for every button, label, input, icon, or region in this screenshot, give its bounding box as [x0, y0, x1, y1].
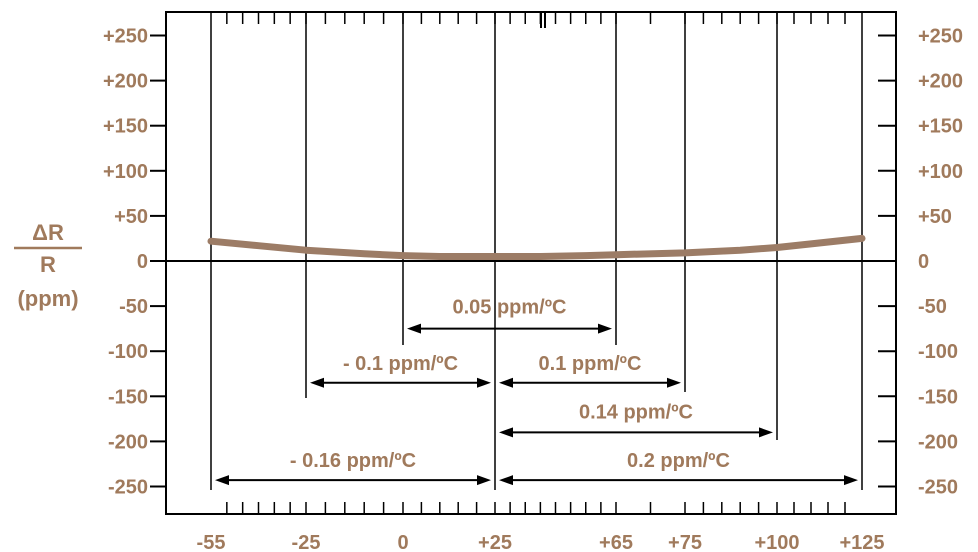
annotation-0: 0.05 ppm/ºC [407, 297, 612, 334]
y-tick-label-left: -200 [108, 431, 148, 453]
annotation-label: - 0.1 ppm/ºC [343, 353, 458, 375]
arrowhead [215, 475, 229, 486]
y-tick-label-left: +150 [103, 116, 148, 138]
y-tick-labels-left: +250 +200 +150 +100 +50 0 -50 -100 -150 -200 -250 [103, 26, 148, 499]
y-tick-label-right: -200 [918, 431, 958, 453]
y-tick-labels-right: +250 +200 +150 +100 +50 0 -50 -100 -150 -200 -250 [918, 26, 963, 499]
y-tick-label-right: +50 [918, 206, 952, 228]
y-tick-label-right: +100 [918, 161, 963, 183]
x-tick-label: +75 [668, 532, 702, 552]
arrowhead [499, 377, 513, 388]
y-tick-label-left: 0 [137, 251, 148, 273]
y-tick-label-right: -50 [918, 296, 947, 318]
arrowhead [844, 475, 858, 486]
annotation-5: 0.2 ppm/ºC [499, 450, 858, 486]
annotation-3: 0.14 ppm/ºC [499, 401, 773, 438]
arrowhead [499, 427, 513, 438]
arrowhead [759, 427, 773, 438]
y-tick-label-right: -150 [918, 386, 958, 408]
y-tick-label-right: -100 [918, 341, 958, 363]
y-axis-label-denominator: R [40, 252, 56, 277]
y-axis-label-numerator: ΔR [32, 220, 64, 245]
tick-marks [150, 12, 896, 514]
annotation-label: 0.2 ppm/ºC [627, 450, 730, 472]
series-line [207, 234, 866, 260]
arrowhead [499, 475, 513, 486]
arrowhead [667, 377, 681, 388]
annotation-arrows: 0.05 ppm/ºC - 0.1 ppm/ºC 0.1 ppm/ºC 0.14 pp… [215, 297, 858, 486]
y-axis-label-unit: (ppm) [17, 286, 78, 311]
y-tick-label-left: +250 [103, 26, 148, 48]
y-tick-label-left: +200 [103, 71, 148, 93]
x-tick-label: +65 [599, 532, 633, 552]
curve-group [207, 234, 866, 260]
x-tick-label: -55 [197, 532, 226, 552]
annotation-label: 0.14 ppm/ºC [579, 401, 693, 423]
x-tick-labels: -55 -25 0 +25 +65 +75 +100 +125 [197, 532, 885, 552]
annotation-2: 0.1 ppm/ºC [499, 353, 681, 388]
x-tick-label: +125 [839, 532, 884, 552]
y-tick-label-left: -150 [108, 386, 148, 408]
y-tick-label-right: -250 [918, 477, 958, 499]
y-tick-label-right: +150 [918, 116, 963, 138]
y-tick-label-right: +200 [918, 71, 963, 93]
vertical-gridlines [210, 12, 863, 490]
y-tick-label-left: -100 [108, 341, 148, 363]
y-tick-label-right: 0 [918, 251, 929, 273]
x-tick-label: +25 [478, 532, 512, 552]
arrowhead [407, 323, 421, 334]
plot-frame [165, 11, 897, 515]
y-tick-label-left: +100 [103, 161, 148, 183]
annotation-label: 0.05 ppm/ºC [452, 297, 566, 319]
annotation-label: 0.1 ppm/ºC [539, 353, 642, 375]
y-tick-label-left: -250 [108, 477, 148, 499]
arrowhead [598, 323, 612, 334]
x-tick-label: -25 [292, 532, 321, 552]
x-tick-label: +100 [754, 532, 799, 552]
arrowhead [310, 377, 324, 388]
y-axis-label: ΔR R (ppm) [14, 220, 82, 311]
arrowhead [477, 377, 491, 388]
annotation-1: - 0.1 ppm/ºC [310, 353, 491, 388]
annotation-label: - 0.16 ppm/ºC [290, 450, 416, 472]
y-tick-label-right: +250 [918, 26, 963, 48]
annotation-4: - 0.16 ppm/ºC [215, 450, 491, 486]
y-tick-label-left: +50 [114, 206, 148, 228]
arrowhead [477, 475, 491, 486]
x-tick-label: 0 [397, 532, 408, 552]
y-tick-label-left: -50 [119, 296, 148, 318]
